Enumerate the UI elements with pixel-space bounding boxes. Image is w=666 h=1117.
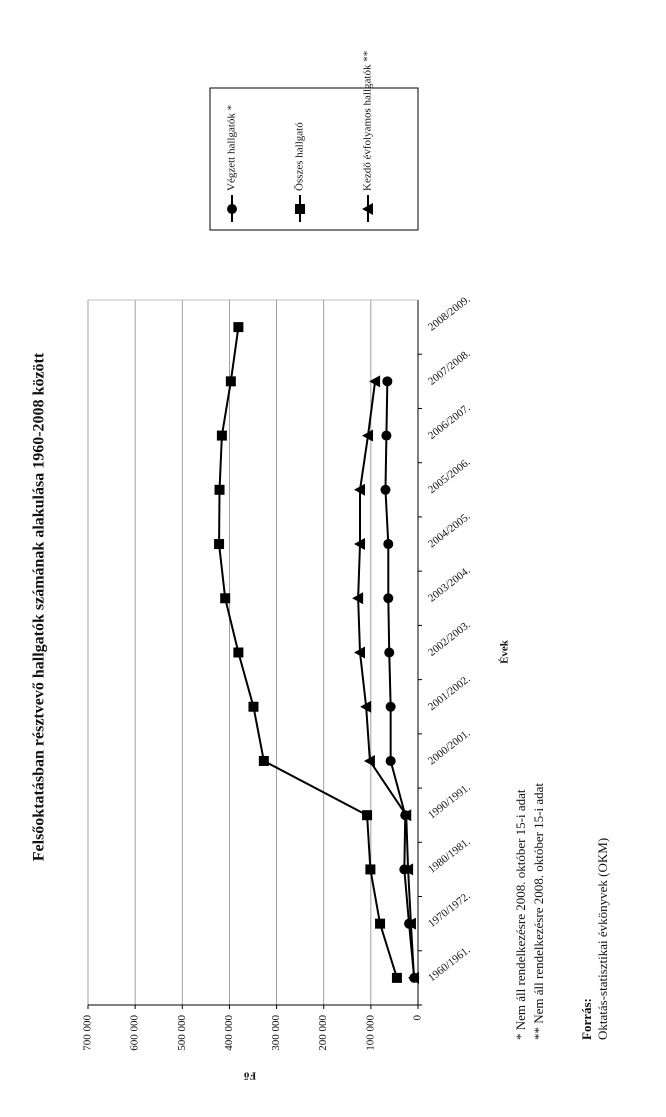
- x-tick-label: 2006/2007.: [426, 402, 473, 442]
- point: [225, 376, 236, 387]
- point: [248, 701, 259, 712]
- point: [385, 701, 396, 712]
- series-line: [384, 381, 416, 978]
- x-tick-label: 2003/2004.: [426, 564, 473, 604]
- point: [354, 646, 366, 659]
- x-tick-label: 2000/2001.: [426, 727, 473, 767]
- legend-box: [209, 87, 419, 231]
- point: [391, 972, 402, 983]
- x-tick-label: 2008/2009.: [426, 293, 473, 333]
- point: [233, 647, 244, 658]
- y-tick-label: 600 000: [129, 1015, 141, 1051]
- point: [365, 864, 376, 875]
- x-axis-label: Évek: [499, 639, 511, 664]
- chart-title: Felsőoktatásban résztvevő hallgatók szám…: [31, 352, 48, 861]
- point: [354, 538, 366, 551]
- y-tick-label: 400 000: [223, 1015, 235, 1051]
- x-tick-label: 2007/2008.: [426, 347, 473, 387]
- point: [354, 483, 366, 496]
- y-axis-label: Fő: [243, 1069, 256, 1081]
- point: [402, 863, 414, 876]
- series-line: [357, 381, 415, 978]
- point: [360, 700, 372, 713]
- point: [384, 647, 395, 658]
- legend-marker: [295, 204, 305, 214]
- x-tick-label: 2005/2006.: [426, 456, 473, 496]
- point: [220, 593, 231, 604]
- point: [214, 484, 225, 495]
- x-tick-label: 1990/1991.: [426, 781, 473, 821]
- point: [363, 754, 375, 767]
- source: Oktatás-statisztikai évkönyvek (OKM): [595, 838, 610, 1040]
- x-tick-label: 2002/2003.: [426, 619, 473, 659]
- x-tick-label: 1970/1972.: [426, 890, 473, 930]
- x-tick-label: 2001/2002.: [426, 673, 473, 713]
- rotated-page: Felsőoktatásban résztvevő hallgatók szám…: [31, 51, 610, 1082]
- point: [380, 484, 391, 495]
- point: [383, 593, 394, 604]
- y-tick-label: 100 000: [364, 1015, 376, 1051]
- point: [233, 322, 244, 333]
- point: [216, 430, 227, 441]
- point: [214, 539, 225, 550]
- y-tick-label: 200 000: [317, 1015, 329, 1051]
- legend-label: Végzett hallgatók *: [226, 105, 238, 191]
- point: [400, 809, 412, 822]
- x-tick-label: 1980/1981.: [426, 836, 473, 876]
- y-tick-label: 500 000: [176, 1015, 188, 1051]
- point: [362, 429, 374, 442]
- footnote: ** Nem áll rendelkezésre 2008. október 1…: [531, 783, 546, 1040]
- point: [407, 971, 419, 984]
- legend-label: Kezdő évfolyamos hallgatók **: [362, 51, 374, 191]
- point: [369, 375, 381, 388]
- point: [258, 755, 269, 766]
- y-tick-label: 0: [412, 1015, 424, 1021]
- point: [383, 539, 394, 550]
- point: [404, 917, 416, 930]
- point: [381, 430, 392, 441]
- point: [375, 918, 386, 929]
- legend-label: Összes hallgató: [294, 122, 306, 191]
- point: [362, 810, 373, 821]
- footnote: * Nem áll rendelkezésre 2008. október 15…: [513, 789, 528, 1040]
- x-tick-label: 2004/2005.: [426, 510, 473, 550]
- point: [385, 755, 396, 766]
- source-label: Forrás:: [579, 998, 594, 1040]
- legend-marker: [227, 204, 237, 214]
- point: [352, 592, 364, 605]
- point: [382, 376, 393, 387]
- legend-marker: [362, 203, 373, 215]
- y-tick-label: 300 000: [270, 1015, 282, 1051]
- y-tick-label: 700 000: [82, 1015, 94, 1051]
- x-tick-label: 1960/1961.: [426, 944, 473, 984]
